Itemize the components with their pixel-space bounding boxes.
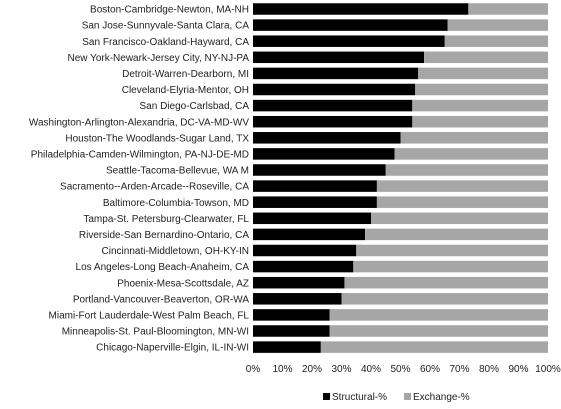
bar-structural [253, 100, 412, 112]
bar-exchange [330, 325, 548, 337]
x-tick-label: 40% [361, 364, 381, 375]
category-label: Cincinnati-Middletown, OH-KY-IN [102, 246, 249, 257]
legend-swatch-structural [323, 393, 330, 400]
category-label: Washington-Arlington-Alexandria, DC-VA-M… [29, 117, 249, 128]
x-tick-label: 20% [302, 364, 322, 375]
bar-exchange [424, 52, 548, 64]
bar-exchange [386, 164, 548, 176]
bar-exchange [344, 277, 548, 289]
legend-swatch-exchange [404, 393, 411, 400]
category-label: Boston-Cambridge-Newton, MA-NH [90, 5, 249, 16]
bar-exchange [468, 3, 548, 15]
bar-structural [253, 68, 418, 80]
category-label: Detroit-Warren-Dearborn, MI [122, 69, 249, 80]
bar-exchange [330, 309, 548, 321]
bar-structural [253, 132, 401, 144]
bar-structural [253, 148, 395, 160]
bar-structural [253, 35, 445, 47]
bar-exchange [415, 84, 548, 96]
bar-structural [253, 341, 321, 353]
category-label: Baltimore-Columbia-Towson, MD [103, 198, 249, 209]
bar-structural [253, 3, 468, 15]
bar-exchange [418, 68, 548, 80]
category-label: Chicago-Naperville-Elgin, IL-IN-WI [96, 343, 249, 354]
bar-structural [253, 180, 377, 192]
category-label: Phoenix-Mesa-Scottsdale, AZ [117, 278, 249, 289]
bar-structural [253, 293, 342, 305]
bar-exchange [377, 196, 548, 208]
bar-structural [253, 116, 412, 128]
bar-structural [253, 164, 386, 176]
x-tick-label: 80% [479, 364, 499, 375]
x-tick-label: 60% [420, 364, 440, 375]
category-label: Seattle-Tacoma-Bellevue, WA M [106, 166, 249, 177]
category-label: Riverside-San Bernardino-Ontario, CA [79, 230, 249, 241]
bar-structural [253, 213, 371, 225]
x-tick-label: 90% [508, 364, 528, 375]
bar-exchange [401, 132, 549, 144]
x-tick-label: 0% [246, 364, 261, 375]
category-label: Los Angeles-Long Beach-Anaheim, CA [76, 262, 250, 273]
bar-structural [253, 261, 353, 273]
bar-structural [253, 229, 365, 241]
bar-exchange [412, 100, 548, 112]
bar-exchange [321, 341, 548, 353]
category-label: Miami-Fort Lauderdale-West Palm Beach, F… [49, 311, 250, 322]
bar-exchange [448, 19, 548, 31]
x-tick-label: 50% [390, 364, 410, 375]
category-label: Tampa-St. Petersburg-Clearwater, FL [83, 214, 249, 225]
category-label: Sacramento--Arden-Arcade--Roseville, CA [60, 182, 249, 193]
bar-exchange [377, 180, 548, 192]
category-label: New York-Newark-Jersey City, NY-NJ-PA [67, 53, 249, 64]
x-tick-label: 100% [535, 364, 561, 375]
bar-structural [253, 325, 330, 337]
bar-exchange [353, 261, 548, 273]
bar-exchange [445, 35, 548, 47]
category-label: Philadelphia-Camden-Wilmington, PA-NJ-DE… [31, 150, 249, 161]
category-label: Portland-Vancouver-Beaverton, OR-WA [73, 294, 250, 305]
bar-structural [253, 277, 344, 289]
bar-exchange [365, 229, 548, 241]
bar-structural [253, 309, 330, 321]
legend-label-exchange: Exchange-% [413, 392, 470, 403]
bar-exchange [371, 213, 548, 225]
x-tick-label: 30% [331, 364, 351, 375]
bar-structural [253, 19, 448, 31]
bar-structural [253, 196, 377, 208]
category-label: Minneapolis-St. Paul-Bloomington, MN-WI [62, 327, 249, 338]
category-label: San Jose-Sunnyvale-Santa Clara, CA [82, 21, 250, 32]
x-tick-label: 10% [272, 364, 292, 375]
bar-structural [253, 52, 424, 64]
bar-exchange [412, 116, 548, 128]
bar-exchange [395, 148, 548, 160]
x-tick-label: 70% [449, 364, 469, 375]
category-label: Houston-The Woodlands-Sugar Land, TX [65, 133, 249, 144]
category-label: San Diego-Carlsbad, CA [140, 101, 250, 112]
category-label: Cleveland-Elyria-Mentor, OH [122, 85, 249, 96]
bar-structural [253, 84, 415, 96]
bar-exchange [356, 245, 548, 257]
legend-label-structural: Structural-% [332, 392, 387, 403]
category-label: San Francisco-Oakland-Hayward, CA [82, 37, 249, 48]
bar-exchange [342, 293, 549, 305]
bar-structural [253, 245, 356, 257]
